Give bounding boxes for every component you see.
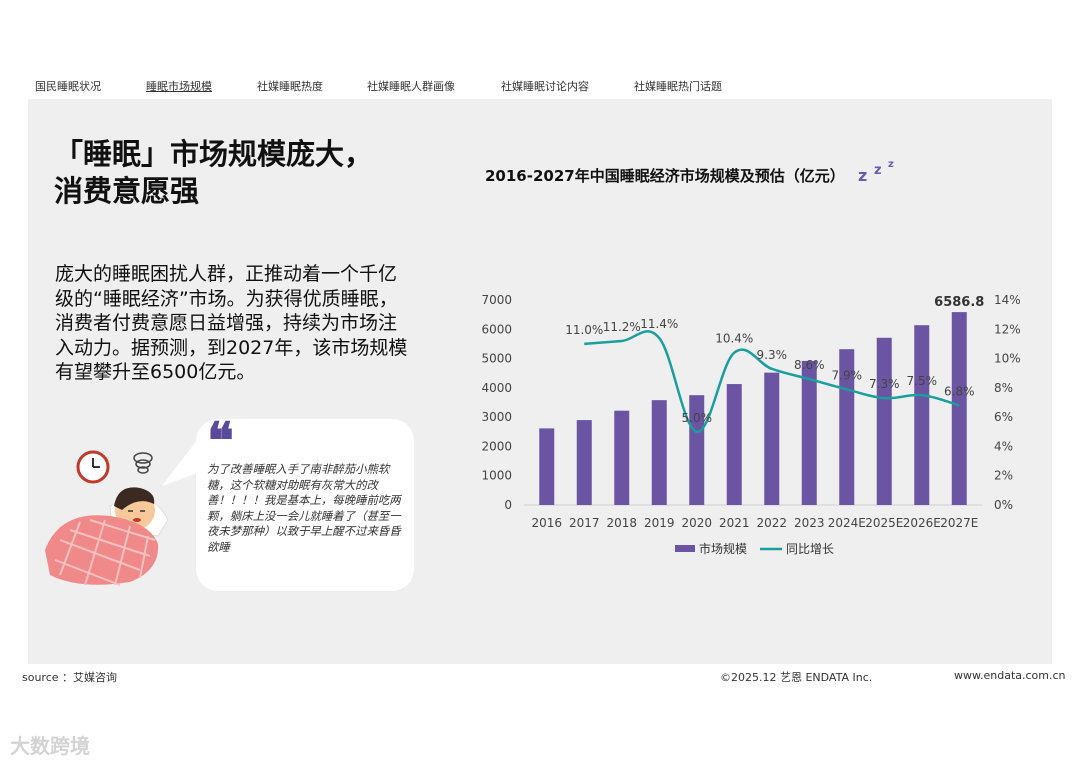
line-data-label: 11.0% <box>565 323 603 337</box>
footer-website[interactable]: www.endata.com.cn <box>954 669 1066 682</box>
bar-market-size <box>764 372 780 505</box>
line-data-label: 7.3% <box>869 377 900 391</box>
line-data-label: 11.2% <box>603 320 641 334</box>
x-axis-tick-label: 2025E <box>865 516 903 530</box>
line-data-label: 10.4% <box>715 332 753 346</box>
chart-title: 2016-2027年中国睡眠经济市场规模及预估（亿元） <box>485 167 845 185</box>
nav-item-hot-topics[interactable]: 社媒睡眠热门话题 <box>634 80 722 93</box>
left-axis-tick-label: 6000 <box>481 322 512 336</box>
x-axis-tick-label: 2019 <box>644 516 675 530</box>
line-data-label: 9.3% <box>757 348 788 362</box>
bar-market-size <box>576 420 592 505</box>
x-axis-tick-label: 2016 <box>531 516 562 530</box>
page-headline: 「睡眠」市场规模庞大， 消费意愿强 <box>54 136 373 210</box>
x-axis-tick-label: 2018 <box>606 516 637 530</box>
svg-text:z: z <box>888 159 894 170</box>
growth-line <box>584 330 960 434</box>
bar-market-size <box>801 360 817 505</box>
right-axis-tick-label: 4% <box>994 439 1013 453</box>
dizzy-swirl-icon <box>133 452 153 474</box>
line-data-label: 6.8% <box>944 384 975 398</box>
bar-market-size <box>614 410 630 505</box>
bar-market-size <box>914 325 930 505</box>
bar-market-size <box>726 384 742 505</box>
speech-bubble <box>196 419 414 591</box>
left-axis-tick-label: 0 <box>504 498 512 512</box>
quote-mark-icon: ❝ <box>207 411 234 470</box>
x-axis-tick-label: 2022 <box>756 516 787 530</box>
nav-item-social-persona[interactable]: 社媒睡眠人群画像 <box>367 80 455 93</box>
nav-item-social-heat[interactable]: 社媒睡眠热度 <box>257 80 323 93</box>
x-axis-tick-label: 2023 <box>794 516 825 530</box>
blanket-shape <box>45 515 159 586</box>
headline-line-2: 消费意愿强 <box>54 174 200 208</box>
x-axis-tick-label: 2020 <box>681 516 712 530</box>
x-axis-tick-label: 2026E <box>903 516 941 530</box>
svg-text:z: z <box>858 166 867 184</box>
x-axis-tick-label: 2017 <box>569 516 600 530</box>
x-axis-tick-label: 2027E <box>940 516 978 530</box>
top-nav: 国民睡眠状况 睡眠市场规模 社媒睡眠热度 社媒睡眠人群画像 社媒睡眠讨论内容 社… <box>0 78 1080 98</box>
left-axis-tick-label: 1000 <box>481 469 512 483</box>
legend-label-bar: 市场规模 <box>699 541 747 556</box>
right-axis-tick-label: 6% <box>994 410 1013 424</box>
right-axis-tick-label: 0% <box>994 498 1013 512</box>
svg-text:z: z <box>874 163 882 178</box>
x-axis-tick-label: 2021 <box>719 516 750 530</box>
line-data-label: 5.0% <box>682 411 713 425</box>
quote-text: 为了改善睡眠入手了南非醉茄小熊软糖，这个软糖对助眠有灰常大的改善！！！！我是基本… <box>207 462 401 554</box>
left-axis-tick-label: 4000 <box>481 381 512 395</box>
bar-market-size <box>651 400 667 505</box>
headline-line-1: 「睡眠」市场规模庞大， <box>54 137 374 171</box>
legend-label-line: 同比增长 <box>786 542 834 556</box>
x-axis-tick-label: 2024E <box>828 516 866 530</box>
sleeping-person-illustration <box>45 450 169 586</box>
line-data-label: 7.5% <box>907 374 938 388</box>
body-paragraph: 庞大的睡眠困扰人群，正推动着一个千亿级的“睡眠经济”市场。为获得优质睡眠，消费者… <box>55 263 408 383</box>
zzz-icon: z z z <box>858 159 894 184</box>
left-axis-tick-label: 5000 <box>481 352 512 366</box>
bar-data-label: 6586.8 <box>934 295 984 310</box>
bar-market-size <box>951 312 967 505</box>
legend-swatch-bar <box>675 545 695 552</box>
footer-source: source ：艾媒咨询 <box>22 671 118 684</box>
bubble-tail <box>162 436 200 486</box>
right-axis-tick-label: 12% <box>994 322 1021 336</box>
right-axis-tick-label: 2% <box>994 469 1013 483</box>
watermark: 大数跨境 <box>10 734 90 758</box>
bar-market-size <box>689 395 705 505</box>
left-axis-tick-label: 2000 <box>481 439 512 453</box>
left-axis-tick-label: 3000 <box>481 410 512 424</box>
right-axis-tick-label: 14% <box>994 293 1021 307</box>
nav-item-social-discussion[interactable]: 社媒睡眠讨论内容 <box>501 80 589 93</box>
line-data-label: 7.9% <box>832 368 863 382</box>
footer-copyright: ©2025.12 艺恩 ENDATA Inc. <box>720 671 873 684</box>
right-axis-tick-label: 8% <box>994 381 1013 395</box>
nav-item-national-sleep[interactable]: 国民睡眠状况 <box>35 80 101 93</box>
nav-item-market-size[interactable]: 睡眠市场规模 <box>146 80 212 93</box>
bar-market-size <box>539 428 555 505</box>
bar-market-size <box>876 337 892 505</box>
right-axis-tick-label: 10% <box>994 352 1021 366</box>
alarm-clock-icon <box>76 450 110 484</box>
market-size-chart: 0 1000 2000 3000 4000 5000 6000 7000 0% 2% 4% 6% 8% 1… <box>481 293 1021 556</box>
line-data-label: 8.6% <box>794 358 825 372</box>
left-axis-tick-label: 7000 <box>481 293 512 307</box>
line-data-label: 11.4% <box>640 317 678 331</box>
